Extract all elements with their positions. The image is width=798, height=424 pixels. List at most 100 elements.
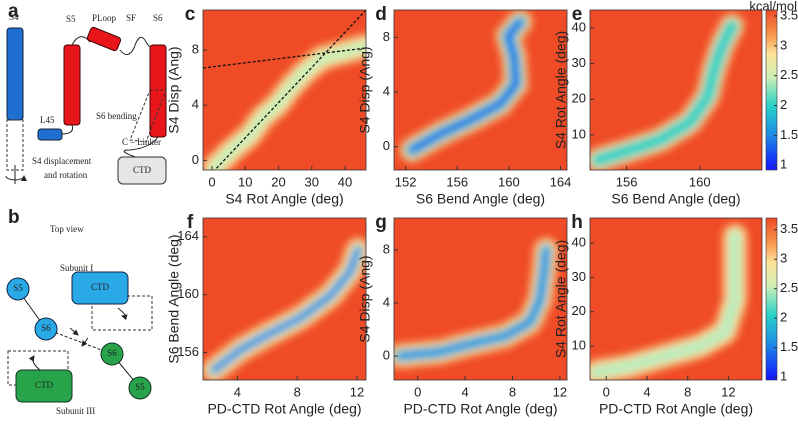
basin-core [591,19,739,167]
panel-b: b Top view Subunit I S5 S6 CTD S6 CTD S5… [6,207,153,416]
panel-letter: b [8,207,20,228]
c-linker [123,136,159,159]
panel-letter: e [572,4,583,25]
heatmap-panel: 4 8 12 156 160 164 PD-CTD Rot Angle (deg) S6 Be… [166,212,367,417]
label: SF [126,13,136,23]
x-axis-label: PD-CTD Rot Angle (deg) [599,401,753,417]
panel-letter: a [8,1,19,22]
ploop-helix [86,26,122,52]
heatmap-panel: 0 10 20 30 40 0 4 8 S4 Rot Angle (deg) S4 Disp (A… [166,4,367,207]
y-tick-label: 156 [177,344,199,359]
label: CTD [91,282,110,292]
colorbar [765,217,778,381]
s5-circle [128,376,152,400]
connector [45,328,113,355]
ghost-box [7,350,69,386]
x-axis-label: PD-CTD Rot Angle (deg) [207,401,361,417]
colorbar-title: kcal/mol [749,0,797,13]
x-tick-label: 30 [305,174,319,189]
y-tick-label: 4 [383,294,390,309]
x-tick-label: 10 [238,174,252,189]
label: CTD [133,165,152,175]
arrow [69,327,79,336]
s6-circle [100,342,124,366]
y-tick-label: 0 [192,152,199,167]
x-tick-label: 0 [414,384,421,399]
label: S5 [13,283,23,293]
plot-frame [393,217,568,381]
y-tick-label: 4 [383,83,390,98]
y-tick-label: 8 [383,241,390,256]
label: S5 [66,14,76,24]
plot-frame [393,9,568,171]
x-axis-label: PD-CTD Rot Angle (deg) [403,401,557,417]
s6-bent-ghost [129,89,167,143]
x-tick-label: 12 [721,384,735,399]
arrow [28,355,41,371]
x-tick-label: 0 [208,174,215,189]
x-tick-label: 12 [553,384,567,399]
ctd-box [71,271,129,305]
colorbar-tick-label: 1 [780,368,787,383]
y-tick-label: 20 [572,303,586,318]
label: C – Linker [122,137,161,147]
s5-circle [6,277,30,301]
y-tick-label: 160 [177,286,199,301]
basin-core [590,229,742,379]
panel-letter: f [187,212,194,233]
basin-core [408,18,524,154]
plot-frame [202,9,367,171]
colorbar-tick-label: 2 [780,310,787,325]
colorbar-tick-label: 1.5 [780,339,798,354]
label: Top view [50,224,84,234]
label: S5 [135,382,145,392]
heatmap-basin [590,13,745,170]
label: S4 displacement [32,156,92,166]
panel-letter: d [375,4,387,25]
x-tick-label: 156 [616,174,638,189]
y-axis-label: S4 Rot Angle (deg) [553,240,569,358]
heatmap-basin [590,223,748,380]
arrow [117,307,128,321]
y-tick-label: 0 [383,348,390,363]
x-tick-label: 8 [294,384,301,399]
y-tick-label: 40 [572,19,586,34]
label: S6 [41,323,51,333]
s4-helix [6,27,24,121]
label: S6 [153,13,163,23]
x-tick-label: 160 [498,174,520,189]
plot-frame [589,217,763,381]
label: L45 [40,115,55,125]
fit-line [203,47,366,69]
colorbar-tick-label: 1 [780,157,787,172]
heatmap-panel: 0 4 8 12 10 20 30 40 PD-CTD Rot Angle (deg) S4 Ro… [553,212,763,417]
y-axis-label: S6 Bend Angle (deg) [166,234,182,363]
linker [61,124,73,135]
x-tick-label: 8 [509,384,516,399]
heatmap-basin [203,237,366,380]
x-tick-label: 4 [234,384,241,399]
basin-core [210,246,362,374]
x-tick-label: 12 [350,384,364,399]
y-tick-label: 10 [572,126,586,141]
x-tick-label: 40 [338,174,352,189]
colorbar-tick-label: 2 [780,97,787,112]
colorbar-tick-label: 3.5 [780,221,798,236]
y-axis-label: S4 Rot Angle (deg) [553,31,569,149]
ctd-box [15,369,73,403]
x-tick-label: 8 [684,384,691,399]
colorbar-tick-label: 1.5 [780,127,798,142]
heatmap-basin [399,10,533,163]
x-tick-label: 160 [689,174,711,189]
y-axis-label: S4 Disp (Ang) [357,46,373,133]
s5-helix [63,44,81,126]
label: S6 [107,348,117,358]
x-axis-label: S4 Rot Angle (deg) [225,191,343,207]
y-tick-label: 40 [572,234,586,249]
label: Subunit III [56,406,95,416]
x-axis-label: S6 Bend Angle (deg) [416,191,545,207]
s4-ghost [6,119,24,171]
label: PLoop [92,13,117,23]
x-tick-label: 4 [461,384,468,399]
